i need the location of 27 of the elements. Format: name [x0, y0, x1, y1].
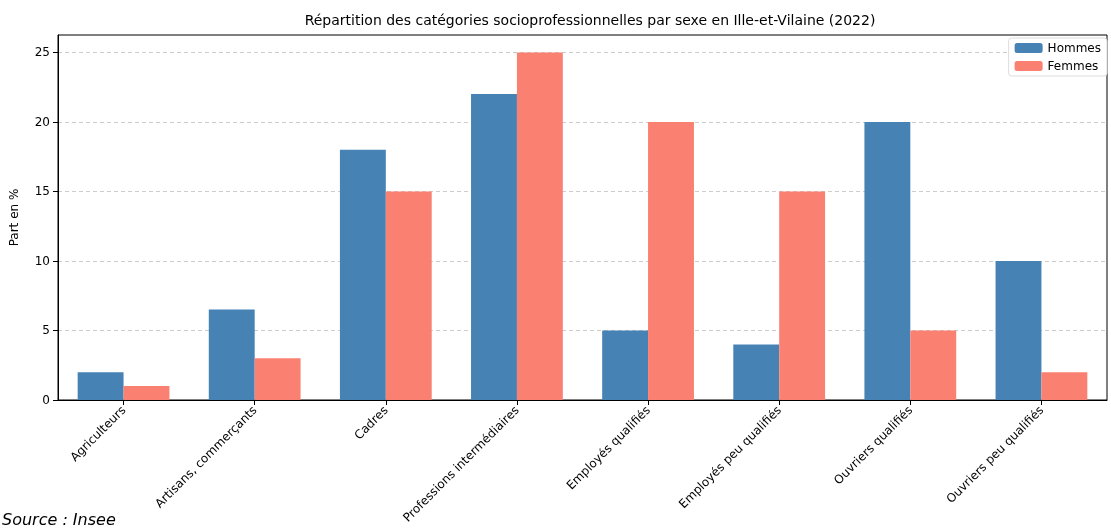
bar [208, 309, 255, 400]
bar [864, 121, 911, 400]
legend-label: Femmes [1047, 59, 1099, 73]
bar [339, 149, 386, 400]
y-axis-title: Part en % [7, 188, 21, 247]
source-note: Source : Insee [2, 509, 116, 529]
bar [602, 330, 649, 400]
y-tick-label: 0 [42, 393, 50, 407]
y-tick-label: 10 [34, 253, 50, 268]
bar [254, 358, 301, 400]
bar [123, 386, 170, 400]
legend-label: Hommes [1047, 41, 1102, 55]
bar [471, 94, 517, 400]
y-tick-label: 15 [34, 184, 50, 199]
bar [77, 372, 124, 400]
bar [910, 330, 957, 400]
bar [779, 191, 826, 400]
bar [733, 344, 780, 400]
y-tick-label: 20 [34, 114, 50, 129]
bar [648, 121, 694, 400]
bar [516, 52, 563, 400]
bar [1041, 372, 1088, 400]
y-tick-label: 5 [42, 323, 50, 338]
y-tick-label: 25 [34, 45, 50, 60]
bar [995, 260, 1042, 400]
chart-title: Répartition des catégories socioprofessionnelles par sexe en Ille-et-Vilaine (2022) [304, 12, 876, 28]
bar [385, 191, 432, 400]
